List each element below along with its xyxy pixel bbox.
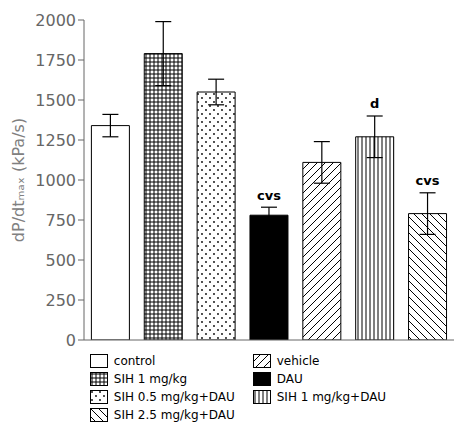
svg-text:1750: 1750 bbox=[35, 51, 76, 70]
svg-text:1000: 1000 bbox=[35, 171, 76, 190]
svg-text:cvs: cvs bbox=[257, 188, 281, 203]
svg-text:d: d bbox=[370, 96, 379, 111]
html-text:DAU: DAU bbox=[276, 372, 303, 386]
svg-text:250: 250 bbox=[45, 291, 76, 310]
html-text:SIH 2.5 mg/kg+DAU: SIH 2.5 mg/kg+DAU bbox=[113, 408, 235, 422]
svg-text:0: 0 bbox=[66, 331, 76, 350]
html-text:control: control bbox=[113, 354, 156, 368]
svg-text:1500: 1500 bbox=[35, 91, 76, 110]
html-text:SIH 1 mg/kg: SIH 1 mg/kg bbox=[113, 372, 188, 386]
svg-text:2000: 2000 bbox=[35, 11, 76, 30]
html-text:SIH 0.5 mg/kg+DAU: SIH 0.5 mg/kg+DAU bbox=[113, 390, 235, 404]
svg-text:750: 750 bbox=[45, 211, 76, 230]
svg-text:500: 500 bbox=[45, 251, 76, 270]
svg-text:cvs: cvs bbox=[416, 173, 440, 188]
svg-text:1250: 1250 bbox=[35, 131, 76, 150]
svg-text:dP/dtₘₐₓ (kPa/s): dP/dtₘₐₓ (kPa/s) bbox=[9, 118, 28, 242]
html-text:SIH 1 mg/kg+DAU: SIH 1 mg/kg+DAU bbox=[276, 390, 387, 404]
html-text:vehicle: vehicle bbox=[276, 354, 320, 368]
